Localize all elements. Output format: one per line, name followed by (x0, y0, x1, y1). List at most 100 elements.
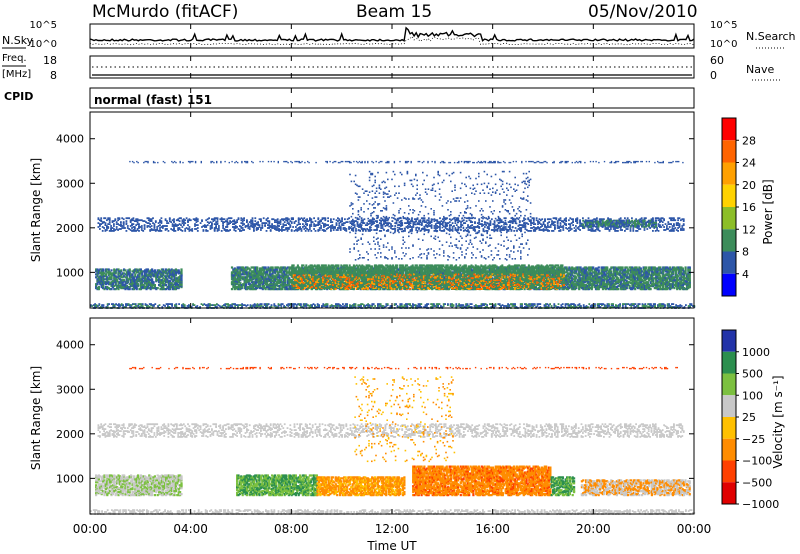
echo-cell (568, 287, 571, 290)
echo-cell (611, 266, 614, 269)
echo-cell (281, 281, 284, 284)
echo-cell (643, 282, 647, 285)
echo-cell (607, 270, 610, 273)
echo-cell (240, 266, 243, 269)
echo-cell (137, 269, 140, 272)
echo-cell (463, 267, 466, 270)
echo-cell (632, 275, 635, 278)
echo-cell (590, 272, 593, 275)
echo-cell (240, 268, 243, 271)
echo-cell (564, 286, 567, 289)
echo-cell (166, 286, 169, 289)
echo-cell (253, 272, 256, 275)
echo-cell (639, 267, 642, 270)
echo-cell (163, 278, 166, 281)
echo-cell (270, 266, 273, 269)
echo-cell (653, 277, 656, 280)
echo-cell (247, 279, 250, 282)
echo-cell (628, 285, 631, 288)
echo-cell (285, 267, 288, 270)
echo-cell (509, 282, 512, 285)
echo-cell (104, 275, 107, 278)
echo-cell (642, 286, 645, 289)
echo-cell (300, 266, 304, 269)
echo-cell (293, 285, 297, 288)
echo-cell (256, 270, 259, 273)
echo-cell (572, 278, 575, 281)
echo-cell (263, 282, 266, 285)
echo-cell (418, 270, 421, 273)
echo-cell (473, 268, 476, 271)
echo-cell (237, 274, 241, 277)
echo-cell (597, 266, 600, 269)
echo-cell (172, 279, 175, 282)
echo-cell (251, 277, 255, 280)
echo-cell (256, 287, 259, 290)
echo-cell (358, 282, 361, 285)
echo-cell (454, 288, 458, 291)
echo-cell (249, 285, 252, 288)
echo-cell (586, 267, 589, 270)
echo-cell (622, 269, 626, 272)
echo-cell (261, 283, 264, 286)
echo-cell (145, 270, 148, 273)
echo-cell (180, 279, 183, 282)
echo-cell (614, 266, 617, 269)
echo-cell (557, 268, 560, 271)
echo-cell (597, 279, 600, 282)
echo-cell (172, 269, 175, 272)
echo-cell (638, 276, 641, 279)
echo-cell (179, 271, 182, 274)
echo-cell (579, 268, 582, 271)
echo-cell (426, 274, 430, 277)
echo-cell (169, 280, 172, 283)
echo-cell (586, 285, 589, 288)
echo-cell (594, 288, 598, 291)
echo-cell (250, 284, 253, 287)
echo-cell (354, 280, 357, 283)
echo-cell (107, 277, 110, 280)
echo-cell (159, 283, 162, 286)
echo-cell (107, 272, 110, 275)
echo-cell (289, 281, 292, 284)
echo-cell (648, 266, 651, 269)
echo-cell (505, 266, 508, 269)
echo-cell (236, 286, 239, 289)
echo-cell (533, 286, 536, 289)
echo-cell (391, 287, 395, 290)
echo-cell (110, 288, 113, 291)
echo-cell (355, 281, 358, 284)
echo-cell (237, 266, 241, 269)
echo-cell (130, 279, 133, 282)
echo-cell (169, 286, 172, 289)
freq-tick-low: 8 (50, 69, 57, 82)
echo-cell (103, 272, 106, 275)
echo-cell (167, 285, 170, 288)
echo-cell (573, 275, 577, 278)
echo-cell (132, 287, 135, 290)
echo-cell (594, 270, 598, 273)
echo-cell (425, 282, 428, 285)
echo-cell (159, 288, 162, 291)
echo-cell (132, 284, 135, 287)
echo-cell (278, 285, 281, 288)
echo-cell (249, 268, 252, 271)
echo-cell (590, 269, 593, 272)
echo-cell (590, 277, 593, 280)
echo-cell (124, 269, 127, 272)
echo-cell (131, 285, 134, 288)
echo-cell (373, 288, 376, 291)
echo-cell (263, 279, 266, 282)
echo-cell (288, 277, 291, 280)
echo-cell (610, 288, 613, 291)
echo-cell (634, 268, 637, 271)
echo-cell (608, 285, 612, 288)
echo-cell (578, 278, 581, 281)
echo-cell (627, 271, 630, 274)
echo-cell (265, 282, 269, 285)
echo-cell (149, 286, 152, 289)
echo-cell (275, 274, 278, 277)
echo-cell (253, 288, 256, 291)
echo-cell (302, 279, 305, 282)
echo-cell (128, 268, 131, 271)
